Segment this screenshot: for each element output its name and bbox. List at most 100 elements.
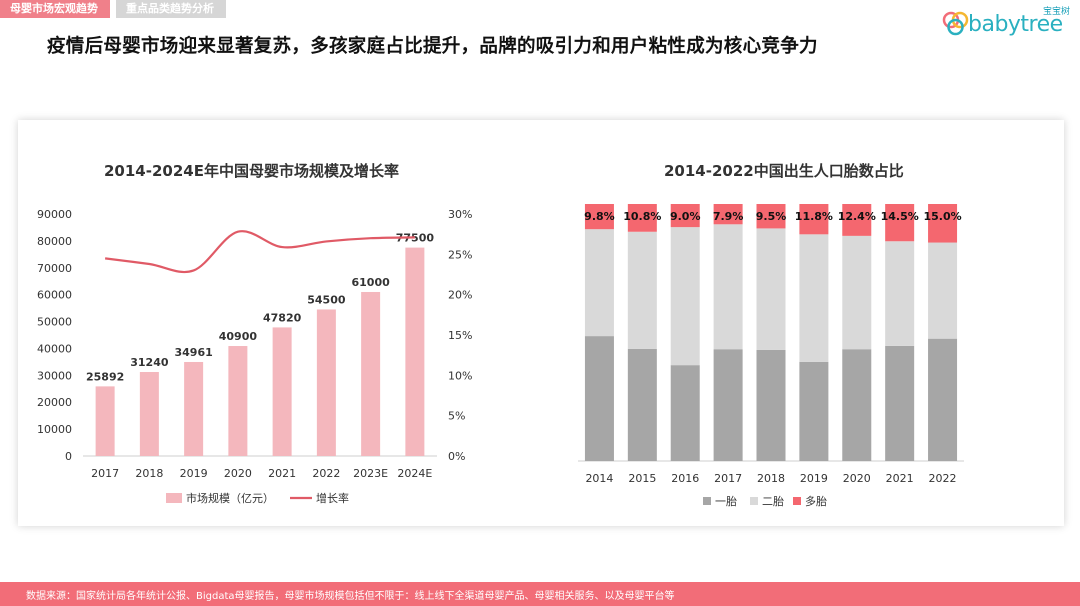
x-tick-label: 2019 — [180, 467, 208, 480]
stacked-bar-first-child — [584, 336, 614, 461]
stacked-bar-first-child — [928, 338, 958, 461]
legend-swatch-1 — [750, 497, 758, 505]
stacked-bar-second-child — [842, 235, 872, 350]
legend-label: 一胎 — [715, 494, 737, 508]
bar-data-label: 31240 — [130, 356, 169, 369]
tab-macro-trend[interactable]: 母婴市场宏观趋势 — [0, 0, 110, 18]
bar-market-size — [405, 247, 425, 456]
bar-market-size — [361, 291, 381, 456]
y-tick-label: 20000 — [37, 396, 72, 409]
stacked-bar-second-child — [928, 242, 958, 339]
stacked-bar-second-child — [584, 229, 614, 337]
tab-bar: 母婴市场宏观趋势 重点品类趋势分析 — [0, 0, 226, 18]
logo-icon — [942, 11, 969, 36]
legend-label: 二胎 — [762, 494, 784, 508]
x-tick-label: 2021 — [268, 467, 296, 480]
multi-child-data-label: 11.8% — [795, 210, 833, 223]
stacked-bar-first-child — [713, 349, 743, 461]
legend-label-growth: 增长率 — [316, 491, 349, 505]
legend-label: 多胎 — [805, 494, 827, 508]
stacked-bar-second-child — [885, 241, 915, 346]
y-tick-label: 70000 — [37, 262, 72, 275]
x-tick-label: 2020 — [224, 467, 252, 480]
y2-tick-label: 0% — [448, 450, 465, 463]
stacked-bar-multi-child — [627, 204, 657, 232]
multi-child-data-label: 10.8% — [623, 210, 661, 223]
stacked-bar-first-child — [627, 348, 657, 461]
x-tick-label: 2014 — [585, 472, 613, 485]
y2-tick-label: 20% — [448, 289, 472, 302]
stacked-bar-second-child — [627, 231, 657, 349]
bar-data-label: 34961 — [174, 346, 212, 359]
y2-tick-label: 10% — [448, 369, 472, 382]
bar-data-label: 25892 — [86, 370, 124, 383]
y-tick-label: 40000 — [37, 342, 72, 355]
stacked-bar-second-child — [756, 228, 786, 350]
x-tick-label: 2017 — [714, 472, 742, 485]
left-chart-title: 2014-2024E年中国母婴市场规模及增长率 — [104, 162, 399, 180]
y-tick-label: 90000 — [37, 208, 72, 221]
stacked-bar-multi-child — [713, 204, 743, 225]
x-tick-label: 2018 — [757, 472, 785, 485]
stacked-bar-first-child — [670, 365, 700, 461]
babytree-logo: 宝宝树 babytree — [942, 4, 1072, 38]
tab-category-trend[interactable]: 重点品类趋势分析 — [116, 0, 226, 18]
bar-data-label: 54500 — [307, 293, 346, 306]
x-tick-label: 2019 — [800, 472, 828, 485]
stacked-bar-first-child — [842, 349, 872, 461]
stacked-bar-multi-child — [670, 204, 700, 228]
x-tick-label: 2017 — [91, 467, 119, 480]
x-tick-label: 2021 — [886, 472, 914, 485]
x-tick-label: 2016 — [671, 472, 699, 485]
y-tick-label: 0 — [65, 450, 72, 463]
right-chart-title: 2014-2022中国出生人口胎数占比 — [664, 162, 904, 180]
x-tick-label: 2023E — [353, 467, 388, 480]
bar-data-label: 77500 — [396, 232, 435, 245]
bar-data-label: 40900 — [219, 330, 258, 343]
footer-bar: 数据来源：国家统计局各年统计公报、Bigdata母婴报告，母婴市场规模包括但不限… — [0, 582, 1080, 606]
y2-tick-label: 5% — [448, 410, 465, 423]
bar-market-size — [95, 386, 115, 456]
multi-child-data-label: 9.8% — [584, 210, 615, 223]
page-headline: 疫情后母婴市场迎来显著复苏，多孩家庭占比提升，品牌的吸引力和用户粘性成为核心竞争… — [47, 36, 818, 57]
y-tick-label: 60000 — [37, 289, 72, 302]
y-tick-label: 10000 — [37, 423, 72, 436]
x-tick-label: 2020 — [843, 472, 871, 485]
x-tick-label: 2022 — [929, 472, 957, 485]
stacked-bar-multi-child — [842, 204, 872, 236]
stacked-bar-multi-child — [928, 204, 958, 243]
multi-child-data-label: 9.0% — [670, 210, 701, 223]
y2-tick-label: 30% — [448, 208, 472, 221]
y-tick-label: 80000 — [37, 235, 72, 248]
y-tick-label: 30000 — [37, 369, 72, 382]
bar-market-size — [184, 361, 204, 456]
bar-market-size — [228, 346, 248, 456]
multi-child-data-label: 12.4% — [838, 210, 876, 223]
multi-child-data-label: 15.0% — [923, 210, 961, 223]
stacked-bar-multi-child — [756, 204, 786, 229]
multi-child-data-label: 14.5% — [881, 210, 919, 223]
y-tick-label: 50000 — [37, 316, 72, 329]
multi-child-data-label: 9.5% — [756, 210, 787, 223]
logo-cn-text: 宝宝树 — [1042, 7, 1070, 17]
y2-tick-label: 25% — [448, 248, 472, 261]
x-tick-label: 2018 — [135, 467, 163, 480]
market-size-chart: 0 10000 20000 30000 40000 50000 60000 70000 8000… — [37, 208, 472, 505]
x-tick-label: 2022 — [312, 467, 340, 480]
stacked-bar-first-child — [799, 361, 829, 461]
stacked-bar-multi-child — [799, 204, 829, 235]
stacked-bar-first-child — [756, 349, 786, 461]
stacked-bar-second-child — [670, 227, 700, 366]
logo-en-text: babytree — [968, 12, 1063, 37]
legend-swatch-0 — [703, 497, 711, 505]
birth-order-chart: 9.8% 2014 10.8% 2015 9.0% 2016 7.9% 2017 9.5% 201… — [578, 204, 964, 508]
footer-source-text: 数据来源：国家统计局各年统计公报、Bigdata母婴报告，母婴市场规模包括但不限… — [26, 591, 675, 602]
stacked-bar-second-child — [713, 224, 743, 350]
stacked-bar-second-child — [799, 234, 829, 362]
legend-swatch-market-size — [166, 493, 182, 503]
bar-data-label: 47820 — [263, 311, 302, 324]
bar-market-size — [272, 327, 292, 456]
bar-market-size — [139, 371, 159, 456]
x-tick-label: 2015 — [628, 472, 656, 485]
bar-market-size — [316, 309, 336, 456]
